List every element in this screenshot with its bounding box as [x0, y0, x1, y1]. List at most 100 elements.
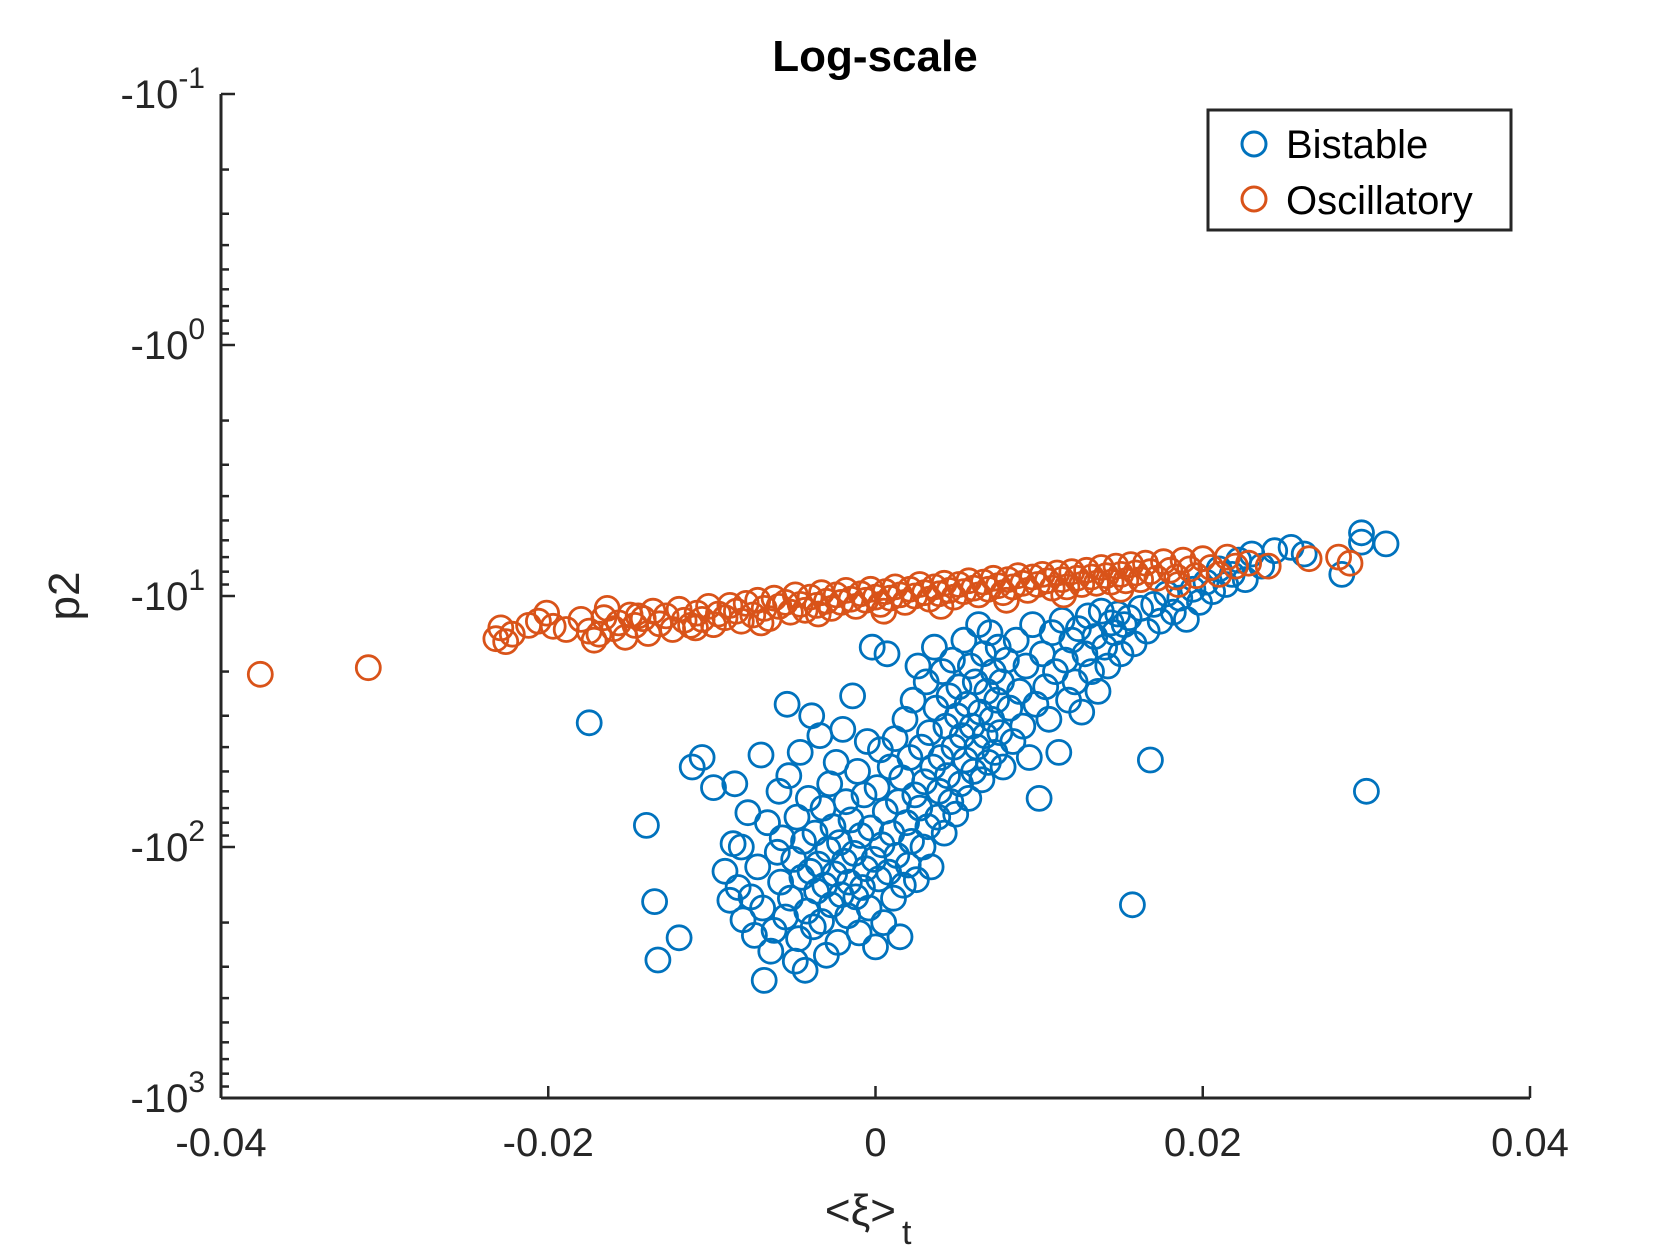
oscillatory-point	[1205, 561, 1233, 588]
bistable-point	[873, 640, 901, 668]
chart-title: Log-scale	[772, 32, 977, 81]
oscillatory-point	[1235, 549, 1262, 577]
oscillatory-point	[1336, 549, 1364, 577]
oscillatory-point	[1092, 562, 1120, 590]
bistable-point	[914, 813, 942, 841]
oscillatory-point	[796, 583, 824, 611]
bistable-point	[862, 933, 889, 961]
oscillatory-point	[354, 654, 382, 682]
oscillatory-point	[492, 628, 520, 655]
y-tick-label: -101	[131, 564, 206, 619]
bistable-point	[786, 739, 814, 766]
bistable-point	[678, 753, 706, 781]
bistable-point	[917, 853, 945, 881]
bistable-point	[1068, 698, 1096, 726]
legend-label-bistable: Bistable	[1286, 123, 1428, 167]
bistable-point	[1002, 626, 1030, 654]
bistable-point	[727, 833, 755, 861]
bistable-point	[889, 871, 917, 899]
bistable-point	[950, 626, 978, 654]
bistable-point	[835, 868, 863, 896]
oscillatory-point	[993, 586, 1020, 614]
oscillatory-point	[246, 660, 274, 688]
bistable-point	[721, 770, 749, 798]
y-axis-label: p2	[40, 572, 89, 621]
oscillatory-point	[682, 614, 709, 642]
bistable-point	[765, 777, 793, 805]
legend-marker-oscillatory	[1240, 185, 1268, 213]
bistable-point	[575, 709, 603, 737]
bistable-point	[801, 819, 829, 847]
bistable-point	[768, 824, 796, 852]
oscillatory-point	[1295, 545, 1323, 573]
x-tick-label: -0.02	[503, 1121, 594, 1165]
series-oscillatory	[246, 543, 1364, 688]
oscillatory-point	[1078, 563, 1105, 591]
bistable-point	[1009, 712, 1037, 740]
bistable-point	[919, 753, 947, 781]
bistable-point	[763, 838, 791, 866]
bistable-point	[1372, 530, 1400, 558]
oscillatory-point	[533, 599, 560, 627]
bistable-point	[641, 888, 668, 915]
bistable-point	[799, 913, 827, 941]
oscillatory-point	[1254, 552, 1282, 580]
bistable-point	[934, 762, 961, 790]
bistable-point	[989, 753, 1017, 781]
bistable-point	[904, 652, 932, 680]
oscillatory-point	[539, 612, 567, 640]
oscillatory-point	[804, 600, 832, 628]
bistable-point	[1146, 607, 1174, 635]
bistable-point	[1173, 606, 1200, 633]
bistable-point	[773, 690, 801, 718]
bistable-point	[1348, 519, 1375, 547]
bistable-point	[749, 894, 776, 922]
bistable-point	[741, 922, 768, 949]
bistable-point	[858, 633, 886, 661]
bistable-point	[775, 762, 803, 790]
bistable-point	[747, 741, 775, 769]
bistable-point	[899, 686, 927, 714]
bistable-point	[711, 857, 739, 885]
bistable-point	[968, 766, 996, 794]
bistable-point	[633, 812, 660, 839]
bistable-point	[744, 853, 772, 881]
bistable-point	[1290, 540, 1318, 568]
bistable-point	[1084, 678, 1112, 705]
oscillatory-point	[1063, 564, 1091, 592]
bistable-point	[921, 633, 948, 661]
y-tick-label: -100	[131, 313, 206, 368]
bistable-point	[1137, 746, 1164, 774]
bistable-point	[1261, 537, 1289, 565]
bistable-point	[916, 719, 943, 746]
bistable-point	[819, 813, 847, 841]
bistable-point	[855, 894, 883, 922]
oscillatory-point	[747, 609, 775, 637]
bistable-point	[1159, 598, 1187, 626]
bistable-point	[886, 923, 914, 951]
bistable-point	[850, 781, 878, 809]
bistable-point	[976, 619, 1004, 647]
legend: Bistable Oscillatory	[1206, 108, 1513, 232]
oscillatory-point	[1122, 559, 1150, 587]
bistable-point	[1119, 891, 1146, 919]
bistable-point	[767, 868, 794, 896]
bistable-point	[853, 728, 881, 755]
x-tick-label: 0.02	[1164, 1121, 1242, 1165]
oscillatory-point	[927, 593, 955, 620]
oscillatory-point	[1050, 581, 1078, 609]
bistable-point	[1078, 658, 1105, 685]
oscillatory-point	[498, 620, 526, 648]
oscillatory-point	[1150, 548, 1177, 576]
bistable-point	[795, 785, 822, 812]
bistable-point	[1032, 673, 1060, 701]
bistable-point	[754, 809, 781, 837]
bistable-point	[983, 686, 1010, 714]
bistable-point	[1045, 739, 1073, 766]
x-tick-labels: -0.04 -0.02 0 0.02 0.04	[175, 1121, 1569, 1165]
oscillatory-point	[870, 597, 898, 625]
bistable-point	[665, 924, 693, 952]
bistable-point	[955, 785, 983, 812]
bistable-point	[788, 863, 816, 891]
oscillatory-point	[525, 607, 552, 635]
